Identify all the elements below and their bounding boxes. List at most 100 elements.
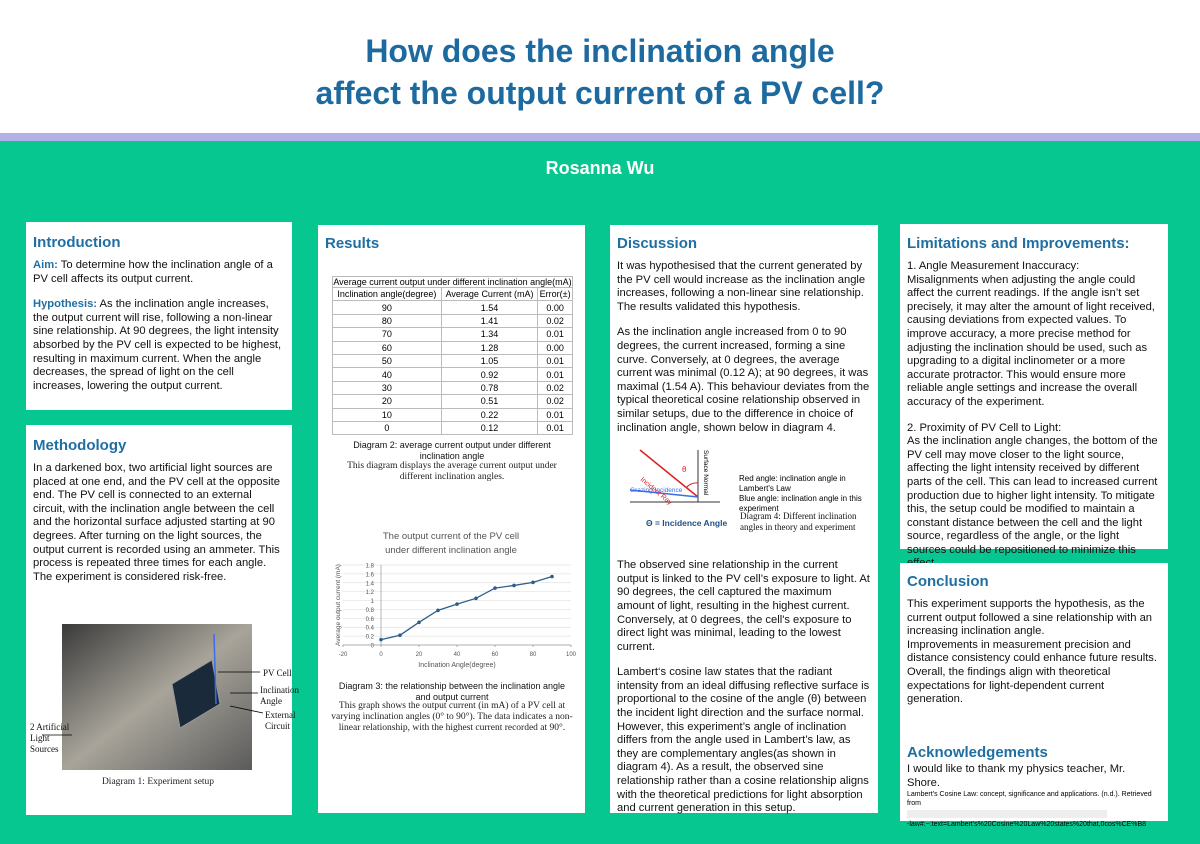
table-cell: 10 [332,407,442,422]
table-cell: 0.02 [537,380,573,396]
photo-label: PV Cell [263,668,292,678]
heading: Conclusion [907,573,989,590]
heading: Introduction [33,234,121,251]
item-title: 2. Proximity of PV Cell to Light: [907,421,1062,434]
caption: Diagram 3: the relationship between the … [338,681,566,702]
y-tick-label: 1.8 [366,564,375,570]
data-point [379,637,383,642]
data-point [512,583,516,588]
photo-label: Inclination Angle [260,685,299,706]
table-header-row: Inclination angle(degree) Average Current… [332,286,573,302]
table: Inclination angle(degree) Average Current… [332,286,573,436]
text: It was hypothesised that the current gen… [617,260,871,816]
y-tick-label: 1.2 [366,590,375,596]
photo-label: External Circuit [265,710,296,731]
column-header: Inclination angle(degree) [332,286,442,302]
chart-title: under different inclination angle [385,545,517,556]
text: To determine how the inclination angle o… [33,259,273,285]
diagram-label: Grazing Incidence [630,487,683,494]
text: I would like to thank my physics teacher… [907,763,1126,789]
conclusion-panel: Conclusion This experiment supports the … [900,563,1168,738]
table-cell: 0 [332,420,442,436]
x-tick-label: 20 [416,652,423,658]
data-point [550,574,554,579]
chart-title: The output current of the PV cell [383,531,519,542]
item-text: Misalignments when adjusting the angle c… [907,273,1155,408]
table-cell: 0.51 [440,394,539,409]
title: How does the inclination angle affect th… [0,30,1200,114]
y-tick-label: 0 [371,644,375,650]
acknowledgements-panel: Acknowledgements I would like to thank m… [900,734,1168,828]
table-cell: 30 [332,380,442,396]
table-cell: 0.01 [537,367,573,382]
diagram-label: Θ = Incidence Angle [646,518,727,528]
table-row: 20 0.51 0.02 [332,394,573,409]
intro-text: Aim: To determine how the inclination an… [33,259,285,393]
table-row: 40 0.92 0.01 [332,367,573,382]
heading: Methodology [33,437,127,454]
x-axis-label: Inclination Angle(degree) [418,662,495,669]
x-tick-label: 80 [530,652,537,658]
heading: Acknowledgements [907,744,1048,761]
table-cell: 0.78 [440,380,539,396]
x-tick-label: 0 [379,652,383,658]
column-header: Error(±) [537,286,573,302]
heading: Discussion [617,235,698,252]
paragraph: Lambert‘s cosine law states that the rad… [617,666,870,815]
table-cell: 0.12 [440,420,539,436]
table-cell: 1.28 [440,340,539,355]
table-row: 30 0.78 0.02 [332,380,573,396]
text: 1. Angle Measurement Inaccuracy: Misalign… [907,260,1161,571]
paragraph: The observed sine relationship in the cu… [617,559,870,653]
table-cell: 20 [332,394,442,409]
table-cell: 1.54 [440,300,539,315]
y-tick-label: 0.8 [366,608,375,614]
header: How does the inclination angle affect th… [0,0,1200,133]
diagram-label: Surface Normal [702,450,709,496]
table-cell: 0.22 [440,407,539,422]
data-point [436,608,440,613]
photo-label: 2 Artificial Light Sources [30,722,70,754]
table-cell: 0.02 [537,394,573,409]
photo [62,624,252,770]
table-cell: 1.05 [440,353,539,369]
note: Red angle: inclination angle in Lambert'… [739,474,846,493]
table-row: 80 1.41 0.02 [332,313,573,329]
x-tick-label: 40 [454,652,461,658]
y-axis-label: Average output current (mA) [335,564,342,646]
data-line [380,575,553,641]
table-cell: 0.92 [440,367,539,382]
reference: Lambert’s Cosine Law: concept, significa… [907,791,1152,808]
data-point [417,620,421,625]
table-cell: 1.34 [440,327,539,342]
line-chart: The output current of the PV cell under d… [335,531,577,669]
stripe [0,133,1200,141]
paragraph: As the inclination angle increased from … [617,326,870,434]
data-point [531,580,535,585]
item-title: 1. Angle Measurement Inaccuracy: [907,260,1080,272]
table-cell: 50 [332,353,442,369]
data-point [455,602,459,606]
link-placeholder [907,810,1107,819]
y-tick-label: 1.4 [366,581,375,587]
reference-url: -law#:~:text=Lambert's%20Cosine%20Law%20… [907,821,1147,829]
note: This graph shows the output current (in … [331,701,573,733]
table-cell: 40 [332,367,442,382]
caption: Diagram 2: average current output under … [353,440,551,461]
table-row: 90 1.54 0.00 [332,300,573,315]
caption: Diagram 4: Different inclination angles … [740,511,857,532]
results-table: Average current output under different i… [332,276,573,436]
table-cell: 80 [332,313,442,329]
y-tick-label: 0.2 [366,635,375,641]
item-text: As the inclination angle changes, the bo… [907,435,1158,569]
paragraph: Improvements in measurement precision an… [907,638,1157,706]
y-tick-label: 1 [371,599,375,605]
table-row: 0 0.12 0.01 [332,420,573,436]
table-cell: 0.02 [537,313,573,329]
y-tick-label: 1.6 [366,572,375,578]
title-line: affect the output current of a PV cell? [315,75,885,111]
x-tick-label: -20 [339,652,348,658]
y-tick-label: 0.6 [366,617,375,623]
paragraph: This experiment supports the hypothesis,… [907,598,1153,638]
